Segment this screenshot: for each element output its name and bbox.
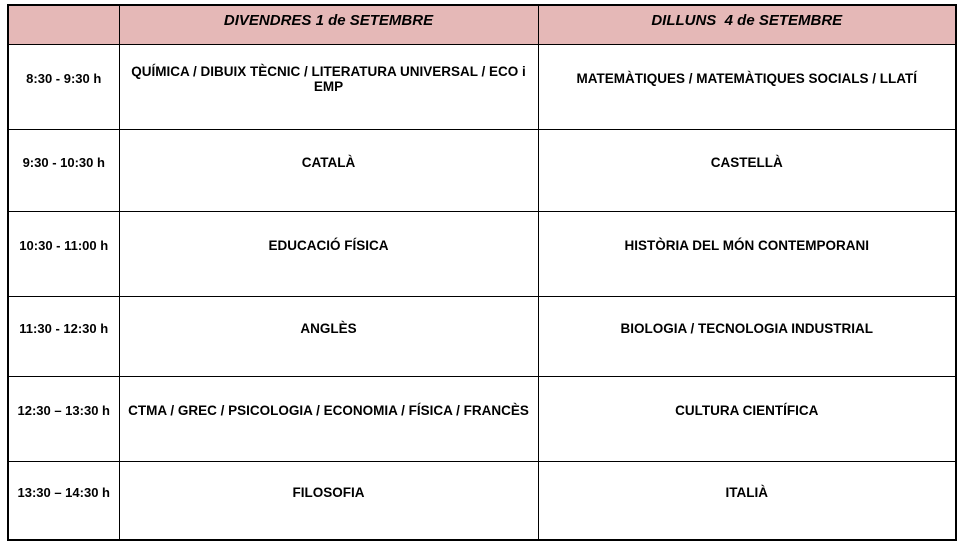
divendres-subject-cell: QUÍMICA / DIBUIX TÈCNIC / LITERATURA UNI… [118,43,539,130]
time-cell: 8:30 - 9:30 h [7,43,120,130]
header-dilluns: DILLUNS 4 de SETEMBRE [537,4,957,45]
dilluns-subject-cell: HISTÒRIA DEL MÓN CONTEMPORANI [537,210,957,297]
time-cell: 12:30 – 13:30 h [7,375,120,462]
divendres-subject-cell: EDUCACIÓ FÍSICA [118,210,539,297]
dilluns-subject-cell: MATEMÀTIQUES / MATEMÀTIQUES SOCIALS / LL… [537,43,957,130]
exam-schedule-table: DIVENDRES 1 de SETEMBRE DILLUNS 4 de SET… [7,4,957,541]
divendres-subject-cell: FILOSOFIA [118,460,539,541]
divendres-subject-cell: ANGLÈS [118,295,539,377]
header-divendres: DIVENDRES 1 de SETEMBRE [118,4,539,45]
time-cell: 11:30 - 12:30 h [7,295,120,377]
time-cell: 10:30 - 11:00 h [7,210,120,297]
time-cell: 13:30 – 14:30 h [7,460,120,541]
time-cell: 9:30 - 10:30 h [7,128,120,212]
dilluns-subject-cell: ITALIÀ [537,460,957,541]
header-time-blank [7,4,120,45]
table-row: 8:30 - 9:30 h QUÍMICA / DIBUIX TÈCNIC / … [7,43,957,130]
table-row: 13:30 – 14:30 h FILOSOFIA ITALIÀ [7,460,957,541]
divendres-subject-cell: CATALÀ [118,128,539,212]
dilluns-subject-cell: CULTURA CIENTÍFICA [537,375,957,462]
dilluns-subject-cell: BIOLOGIA / TECNOLOGIA INDUSTRIAL [537,295,957,377]
table-row: 11:30 - 12:30 h ANGLÈS BIOLOGIA / TECNOL… [7,295,957,377]
table-row: 9:30 - 10:30 h CATALÀ CASTELLÀ [7,128,957,212]
header-row: DIVENDRES 1 de SETEMBRE DILLUNS 4 de SET… [7,4,957,45]
dilluns-subject-cell: CASTELLÀ [537,128,957,212]
table-row: 12:30 – 13:30 h CTMA / GREC / PSICOLOGIA… [7,375,957,462]
divendres-subject-cell: CTMA / GREC / PSICOLOGIA / ECONOMIA / FÍ… [118,375,539,462]
table-row: 10:30 - 11:00 h EDUCACIÓ FÍSICA HISTÒRIA… [7,210,957,297]
